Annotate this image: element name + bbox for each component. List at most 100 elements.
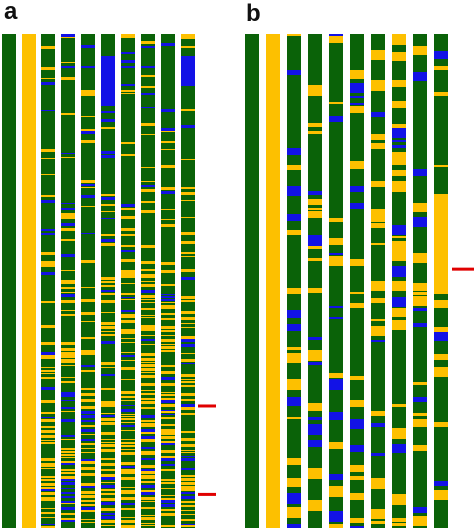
- panel-a-column-8-stripe: [141, 358, 155, 361]
- panel-a-column-3-stripe: [41, 367, 55, 368]
- panel-a-column-9-stripe: [161, 400, 175, 403]
- panel-a-column-4-stripe: [61, 479, 75, 481]
- panel-a-column-7-stripe: [121, 320, 135, 323]
- panel-a-marker-2: [198, 492, 216, 496]
- panel-a-column-10-stripe: [181, 252, 195, 254]
- panel-b-column-7-stripe: [371, 80, 385, 91]
- panel-a-column-9-stripe: [161, 429, 175, 432]
- panel-a-column-5-stripe: [81, 350, 95, 353]
- panel-a-column-5-stripe: [81, 495, 95, 498]
- panel-a-column-10-stripe: [181, 363, 195, 364]
- panel-a-column-10-stripe: [181, 456, 195, 457]
- panel-a-column-8-stripe: [141, 277, 155, 278]
- panel-a-column-3-stripe: [41, 82, 55, 85]
- panel-a-column-5-stripe: [81, 522, 95, 523]
- panel-a-column-4-stripe: [61, 208, 75, 210]
- panel-a-column-3-stripe: [41, 174, 55, 175]
- panel-a-column-6-stripe: [101, 326, 115, 329]
- panel-a-column-8-stripe: [141, 308, 155, 310]
- panel-a-column-3-stripe: [41, 476, 55, 478]
- panel-a-column-4-stripe: [61, 501, 75, 503]
- panel-b-column-5: [329, 34, 343, 528]
- panel-b-column-4-stripe: [308, 500, 322, 511]
- panel-a-column-8-stripe: [141, 328, 155, 331]
- panel-a-column-10-stripe: [181, 37, 195, 39]
- panel-a-column-3-stripe: [41, 508, 55, 509]
- panel-a-column-5-stripe: [81, 131, 95, 134]
- panel-b-column-9-stripe: [413, 169, 427, 176]
- panel-a-column-6-stripe: [101, 290, 115, 292]
- panel-a-column-9-stripe: [161, 394, 175, 396]
- panel-a-column-8-stripe: [141, 469, 155, 471]
- panel-b-column-7-stripe: [371, 50, 385, 60]
- panel-b-column-7-stripe: [371, 521, 385, 524]
- panel-b-column-10-stripe: [434, 367, 448, 377]
- panel-a-column-8-stripe: [141, 492, 155, 495]
- panel-a-column-7-stripe: [121, 272, 135, 275]
- panel-a-column-7-stripe: [121, 250, 135, 252]
- panel-a-column-3-stripe: [41, 377, 55, 379]
- panel-a-column-4-stripe: [61, 455, 75, 456]
- panel-b-column-6-stripe: [350, 103, 364, 105]
- panel-a-column-5-stripe: [81, 452, 95, 453]
- panel-b-column-6-stripe: [350, 400, 364, 407]
- panel-a-column-6-stripe: [101, 418, 115, 421]
- panel-a-column-6-stripe: [101, 127, 115, 129]
- panel-a-column-4-stripe: [61, 520, 75, 522]
- panel-a-column-7-stripe: [121, 430, 135, 431]
- panel-a-column-3-stripe: [41, 200, 55, 203]
- panel-a-column-8-stripe: [141, 107, 155, 108]
- panel-a-column-9-stripe: [161, 398, 175, 400]
- panel-a-column-7-stripe: [121, 293, 135, 295]
- panel-b-column-3-stripe: [287, 34, 301, 36]
- panel-a-column-8-stripe: [141, 296, 155, 298]
- panel-a-column-4-stripe: [61, 348, 75, 351]
- panel-a-column-8-stripe: [141, 269, 155, 271]
- panel-a-column-10-stripe: [181, 399, 195, 400]
- panel-a-column-8-stripe: [141, 415, 155, 418]
- panel-a-column-10-stripe: [181, 374, 195, 377]
- panel-a-column-8-stripe: [141, 465, 155, 468]
- panel-a-column-3-stripe: [41, 78, 55, 79]
- panel-b-column-5-stripe: [329, 317, 343, 319]
- panel-a-column-10-stripe: [181, 301, 195, 302]
- panel-a-column-7-stripe: [121, 409, 135, 412]
- panel-a-column-9-stripe: [161, 187, 175, 190]
- panel-a-column-4-stripe: [61, 216, 75, 219]
- panel-a-column-10-stripe: [181, 382, 195, 383]
- panel-a-column-4-stripe: [61, 153, 75, 154]
- panel-a-column-9-stripe: [161, 371, 175, 374]
- panel-b-column-9-stripe: [413, 292, 427, 295]
- panel-b-column-6-stripe: [350, 465, 364, 472]
- panel-a-column-10-stripe: [181, 505, 195, 507]
- panel-a-column-9-stripe: [161, 479, 175, 481]
- panel-a-column-7-stripe: [121, 60, 135, 63]
- panel-a-column-3-stripe: [41, 252, 55, 255]
- panel-a-column-5-stripe: [81, 500, 95, 502]
- panel-a-column-4-stripe: [61, 439, 75, 440]
- panel-a-column-5-stripe: [81, 425, 95, 427]
- panel-b-column-3-stripe: [287, 230, 301, 235]
- panel-a-column-9-stripe: [161, 350, 175, 352]
- panel-a-column-5-stripe: [81, 483, 95, 486]
- panel-a-column-10-stripe: [181, 34, 195, 37]
- panel-a-column-3-stripe: [41, 195, 55, 197]
- panel-b-column-8-stripe: [392, 101, 406, 108]
- panel-a-column-8-stripe: [141, 423, 155, 424]
- panel-b-column-7-stripe: [371, 319, 385, 321]
- panel-a-column-9-stripe: [161, 458, 175, 461]
- panel-a-column-9-stripe: [161, 109, 175, 112]
- panel-a-column-3-stripe: [41, 524, 55, 525]
- panel-b-column-9-stripe: [413, 283, 427, 291]
- panel-b-column-8-stripe: [392, 241, 406, 251]
- panel-a-column-9-stripe: [161, 341, 175, 342]
- panel-b-column-3-stripe: [287, 353, 301, 363]
- panel-b-column-4-stripe: [308, 131, 322, 134]
- panel-a-column-4-stripe: [61, 482, 75, 485]
- panel-a-column-9-stripe: [161, 299, 175, 301]
- panel-a-column-5-stripe: [81, 420, 95, 422]
- panel-b-column-3-stripe: [287, 524, 301, 528]
- panel-a-column-9-stripe: [161, 302, 175, 303]
- panel-b-column-6-stripe: [350, 303, 364, 308]
- panel-a-column-7-stripe: [121, 259, 135, 262]
